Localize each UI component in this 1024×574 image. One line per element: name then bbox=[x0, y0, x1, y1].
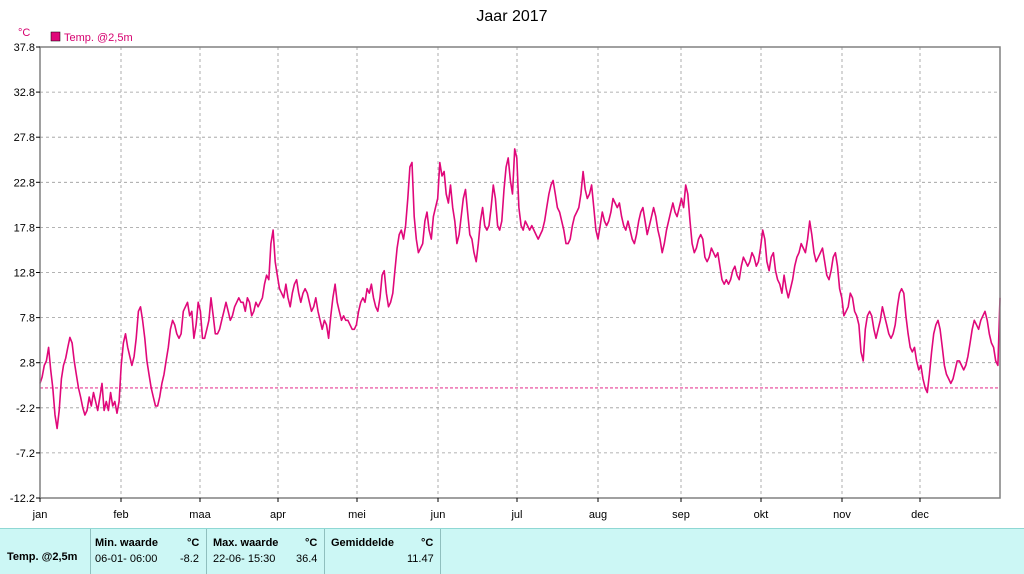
x-tick-label: feb bbox=[113, 509, 128, 521]
x-tick-label: jan bbox=[32, 509, 48, 521]
x-tick-label: dec bbox=[911, 509, 929, 521]
series-line-temp bbox=[39, 148, 1001, 430]
summary-avg-cell: Gemiddelde °C 11.47 bbox=[324, 529, 441, 574]
max-header: Max. waarde bbox=[213, 537, 279, 549]
min-time: 06-01- 06:00 bbox=[95, 553, 158, 565]
y-tick-label: -7.2 bbox=[16, 448, 35, 460]
y-tick-label: -12.2 bbox=[10, 493, 35, 505]
legend-label: Temp. @2,5m bbox=[64, 32, 133, 44]
x-tick-label: aug bbox=[589, 509, 607, 521]
x-tick-label: nov bbox=[833, 509, 851, 521]
y-tick-label: 27.8 bbox=[14, 132, 35, 144]
min-value: -8.2 bbox=[180, 553, 199, 565]
legend-swatch bbox=[50, 31, 61, 42]
summary-panel: Temp. @2,5m Min. waarde °C 06-01- 06:00 … bbox=[0, 528, 1024, 574]
summary-row-label: Temp. @2,5m bbox=[7, 551, 78, 563]
chart-title: Jaar 2017 bbox=[476, 8, 547, 25]
x-tick-label: maa bbox=[189, 509, 211, 521]
x-tick-label: jun bbox=[430, 509, 446, 521]
summary-min-cell: Min. waarde °C 06-01- 06:00 -8.2 bbox=[90, 529, 206, 574]
summary-row-label-cell: Temp. @2,5m bbox=[0, 529, 90, 574]
avg-unit: °C bbox=[421, 537, 434, 549]
avg-header: Gemiddelde bbox=[331, 537, 394, 549]
y-unit-label: °C bbox=[18, 27, 30, 39]
max-time: 22-06- 15:30 bbox=[213, 553, 276, 565]
y-tick-label: 12.8 bbox=[14, 268, 35, 280]
y-tick-label: 2.8 bbox=[20, 358, 35, 370]
min-unit: °C bbox=[187, 537, 200, 549]
grid bbox=[40, 47, 1000, 498]
avg-value: 11.47 bbox=[407, 553, 434, 565]
y-tick-label: 22.8 bbox=[14, 177, 35, 189]
y-tick-label: 37.8 bbox=[14, 42, 35, 54]
y-tick-label: 32.8 bbox=[14, 87, 35, 99]
x-tick-label: sep bbox=[672, 509, 690, 521]
x-tick-label: okt bbox=[754, 509, 769, 521]
summary-max-cell: Max. waarde °C 22-06- 15:30 36.4 bbox=[206, 529, 324, 574]
x-tick-label: apr bbox=[270, 509, 286, 521]
y-tick-label: 17.8 bbox=[14, 222, 35, 234]
y-tick-label: -2.2 bbox=[16, 403, 35, 415]
min-header: Min. waarde bbox=[95, 537, 158, 549]
x-tick-label: jul bbox=[510, 509, 522, 521]
max-unit: °C bbox=[305, 537, 318, 549]
x-tick-label: mei bbox=[348, 509, 366, 521]
temperature-chart: Jaar 2017 °C Temp. @2,5m 37.8 32.8 27.8 22.… bbox=[10, 8, 1001, 521]
y-axis-ticks: 37.8 32.8 27.8 22.8 17.8 12.8 7.8 2.8 -2.2 -7.2 -1… bbox=[10, 42, 40, 505]
y-tick-label: 7.8 bbox=[20, 313, 35, 325]
max-value: 36.4 bbox=[296, 553, 318, 565]
x-axis-ticks: jan feb maa apr mei jun jul aug sep okt nov dec bbox=[32, 498, 929, 521]
